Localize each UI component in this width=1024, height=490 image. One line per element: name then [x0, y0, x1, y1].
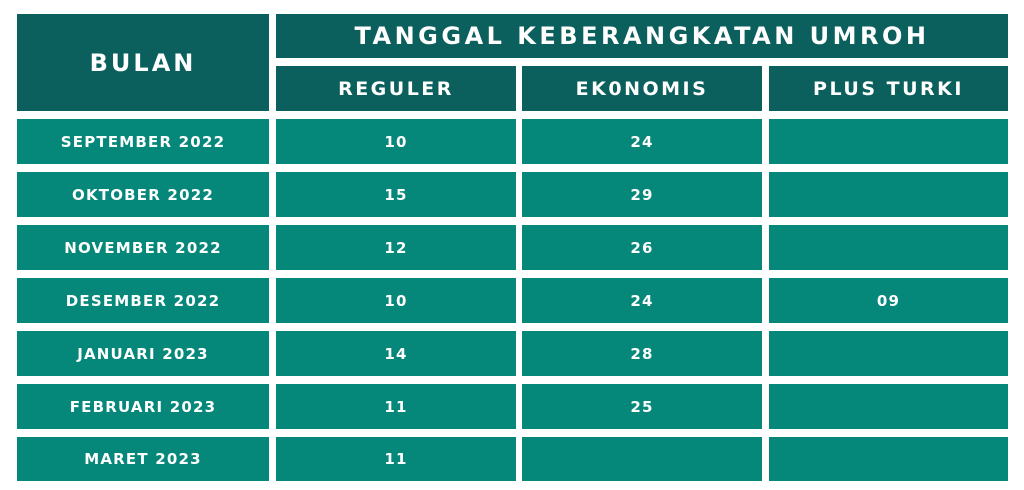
cell-reguler: 10 — [276, 119, 516, 164]
cell-bulan: JANUARI 2023 — [17, 331, 269, 376]
cell-ekonomis: 24 — [522, 119, 762, 164]
header-bulan: BULAN — [17, 14, 269, 111]
cell-reguler: 10 — [276, 278, 516, 323]
cell-ekonomis: 28 — [522, 331, 762, 376]
cell-plus-turki — [769, 384, 1008, 429]
cell-plus-turki — [769, 225, 1008, 270]
cell-ekonomis: 26 — [522, 225, 762, 270]
cell-reguler: 12 — [276, 225, 516, 270]
cell-reguler: 11 — [276, 384, 516, 429]
cell-plus-turki — [769, 437, 1008, 481]
cell-ekonomis: 25 — [522, 384, 762, 429]
cell-plus-turki: 09 — [769, 278, 1008, 323]
cell-ekonomis: 29 — [522, 172, 762, 217]
cell-ekonomis — [522, 437, 762, 481]
cell-reguler: 14 — [276, 331, 516, 376]
cell-bulan: DESEMBER 2022 — [17, 278, 269, 323]
header-ekonomis: EK0NOMIS — [522, 66, 762, 111]
cell-bulan: OKTOBER 2022 — [17, 172, 269, 217]
cell-bulan: NOVEMBER 2022 — [17, 225, 269, 270]
cell-reguler: 15 — [276, 172, 516, 217]
cell-plus-turki — [769, 172, 1008, 217]
cell-bulan: MARET 2023 — [17, 437, 269, 481]
cell-bulan: FEBRUARI 2023 — [17, 384, 269, 429]
cell-reguler: 11 — [276, 437, 516, 481]
cell-plus-turki — [769, 331, 1008, 376]
cell-ekonomis: 24 — [522, 278, 762, 323]
header-reguler: REGULER — [276, 66, 516, 111]
cell-plus-turki — [769, 119, 1008, 164]
header-plus-turki: PLUS TURKI — [769, 66, 1008, 111]
header-title: TANGGAL KEBERANGKATAN UMROH — [276, 14, 1008, 58]
cell-bulan: SEPTEMBER 2022 — [17, 119, 269, 164]
